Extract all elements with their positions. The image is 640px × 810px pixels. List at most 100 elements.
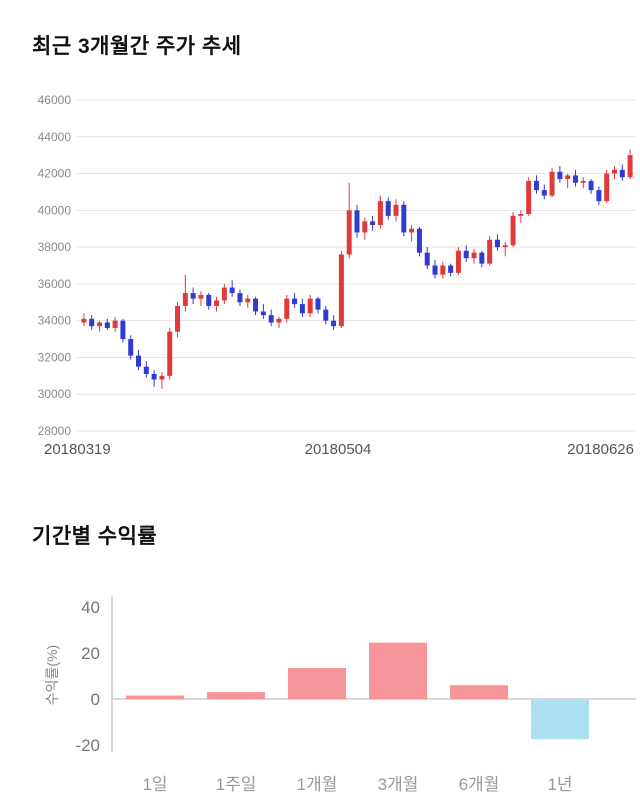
- y-axis-tick-label: 40000: [38, 203, 72, 217]
- candle-body: [276, 318, 282, 323]
- y-axis-tick-label: 20: [81, 644, 100, 663]
- candle-body: [182, 293, 188, 306]
- candle-body: [81, 318, 87, 323]
- candle-body: [471, 252, 477, 259]
- candle-body: [416, 228, 422, 253]
- x-axis-date-label: 20180504: [305, 441, 372, 458]
- candle-body: [627, 155, 633, 178]
- candle-body: [526, 180, 532, 215]
- category-label: 1개월: [297, 775, 338, 794]
- candle-body: [354, 210, 360, 233]
- price-chart-title: 최근 3개월간 주가 추세: [32, 35, 242, 58]
- candle-body: [377, 201, 383, 226]
- candle-body: [214, 300, 220, 306]
- category-label: 1주일: [216, 775, 257, 794]
- returns-chart-title: 기간별 수익률: [32, 525, 158, 548]
- candle-body: [463, 250, 469, 259]
- y-axis-tick-label: 0: [91, 690, 100, 709]
- candle-body: [572, 175, 578, 183]
- candle-body: [104, 322, 110, 329]
- candle-body: [455, 250, 461, 273]
- y-axis-tick-label: 44000: [38, 130, 72, 144]
- candle-body: [448, 265, 454, 273]
- return-bar: [369, 642, 427, 699]
- y-axis-tick-label: -20: [75, 736, 100, 755]
- candle-body: [541, 190, 547, 196]
- candle-body: [245, 298, 251, 303]
- candle-body: [229, 287, 235, 294]
- return-bar: [288, 667, 346, 699]
- y-axis-tick-label: 32000: [38, 350, 72, 364]
- candle-body: [151, 373, 157, 380]
- candle-body: [292, 298, 298, 305]
- candle-body: [424, 252, 430, 266]
- candle-body: [385, 201, 391, 216]
- candle-body: [136, 355, 142, 367]
- candle-body: [479, 252, 485, 264]
- candle-body: [97, 322, 103, 327]
- candle-body: [175, 305, 181, 332]
- candle-body: [237, 293, 243, 303]
- candle-body: [159, 375, 165, 380]
- candle-body: [221, 287, 227, 301]
- candle-body: [346, 210, 352, 255]
- candle-body: [307, 298, 313, 314]
- category-label: 1년: [547, 775, 572, 794]
- candle-body: [128, 339, 134, 356]
- candle-body: [315, 298, 321, 310]
- x-axis-date-label: 20180626: [567, 441, 634, 458]
- candle-body: [604, 173, 610, 202]
- candle-body: [409, 228, 415, 233]
- x-axis-date-label: 20180319: [44, 441, 111, 458]
- candle-body: [580, 180, 586, 183]
- category-label: 3개월: [378, 775, 419, 794]
- candle-body: [518, 214, 524, 216]
- candle-body: [393, 204, 399, 216]
- candle-body: [253, 298, 259, 312]
- candle-body: [284, 298, 290, 319]
- candle-body: [120, 320, 126, 340]
- candle-body: [260, 311, 266, 316]
- y-axis-tick-label: 36000: [38, 277, 72, 291]
- candle-body: [510, 215, 516, 246]
- y-axis-tick-label: 28000: [38, 424, 72, 438]
- candle-body: [323, 309, 329, 321]
- candle-body: [494, 239, 500, 248]
- candle-body: [198, 294, 204, 299]
- candle-body: [401, 204, 407, 233]
- candle-body: [331, 320, 337, 327]
- category-label: 6개월: [459, 775, 500, 794]
- candle-body: [596, 190, 602, 202]
- category-label: 1일: [142, 775, 167, 794]
- candle-body: [588, 180, 594, 191]
- returns-bar-chart: 40 20 0 -20 수익률(%) 1일 1주일 1개월 3개월 6개월 1년: [44, 596, 636, 794]
- candle-body: [190, 293, 196, 299]
- y-axis-tick-label: 30000: [38, 387, 72, 401]
- return-bar: [207, 692, 265, 699]
- candle-body: [112, 320, 118, 329]
- y-axis-tick-label: 38000: [38, 240, 72, 254]
- candle-body: [362, 221, 368, 233]
- y-axis-tick-label: 40: [81, 598, 100, 617]
- candle-body: [167, 331, 173, 376]
- candle-body: [206, 294, 212, 306]
- candle-body: [143, 366, 149, 374]
- candle-body: [549, 171, 555, 196]
- candle-body: [565, 175, 571, 180]
- return-bar: [450, 685, 508, 699]
- y-axis-tick-label: 42000: [38, 167, 72, 181]
- candle-body: [440, 265, 446, 275]
- y-axis-title: 수익률(%): [44, 645, 60, 705]
- candle-body: [502, 245, 508, 248]
- candle-body: [89, 318, 95, 327]
- candle-body: [370, 221, 376, 226]
- return-bar: [126, 695, 184, 699]
- candle-body: [299, 304, 305, 314]
- return-bar: [531, 700, 589, 740]
- candle-body: [432, 265, 438, 275]
- candle-body: [268, 315, 274, 323]
- candle-body: [533, 180, 539, 191]
- candle-body: [338, 254, 344, 327]
- candle-body: [619, 169, 625, 178]
- y-axis-tick-label: 46000: [38, 93, 72, 107]
